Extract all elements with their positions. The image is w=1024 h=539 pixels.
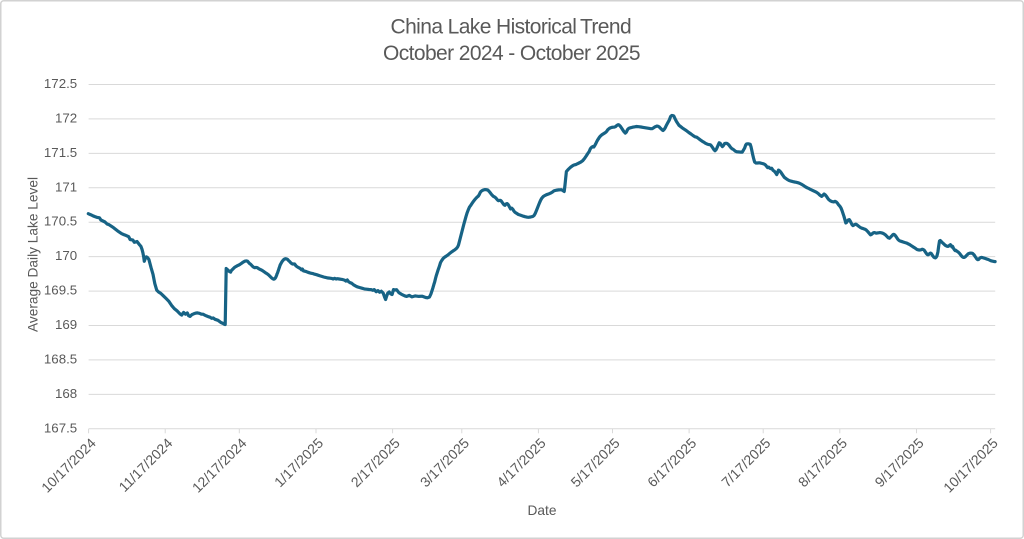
- svg-text:172.5: 172.5: [44, 76, 77, 91]
- svg-text:October 2024 - October 2025: October 2024 - October 2025: [383, 42, 640, 65]
- svg-text:Average Daily Lake Level: Average Daily Lake Level: [26, 177, 41, 332]
- svg-text:171: 171: [55, 179, 77, 194]
- svg-text:167.5: 167.5: [44, 420, 77, 435]
- svg-text:168: 168: [55, 386, 77, 401]
- svg-text:171.5: 171.5: [44, 145, 77, 160]
- svg-text:172: 172: [55, 110, 77, 125]
- svg-text:170.5: 170.5: [44, 214, 77, 229]
- svg-text:169.5: 169.5: [44, 283, 77, 298]
- svg-text:170: 170: [55, 248, 77, 263]
- svg-text:China Lake Historical Trend: China Lake Historical Trend: [391, 16, 632, 39]
- svg-text:Date: Date: [528, 503, 557, 518]
- svg-text:169: 169: [55, 317, 77, 332]
- svg-text:168.5: 168.5: [44, 351, 77, 366]
